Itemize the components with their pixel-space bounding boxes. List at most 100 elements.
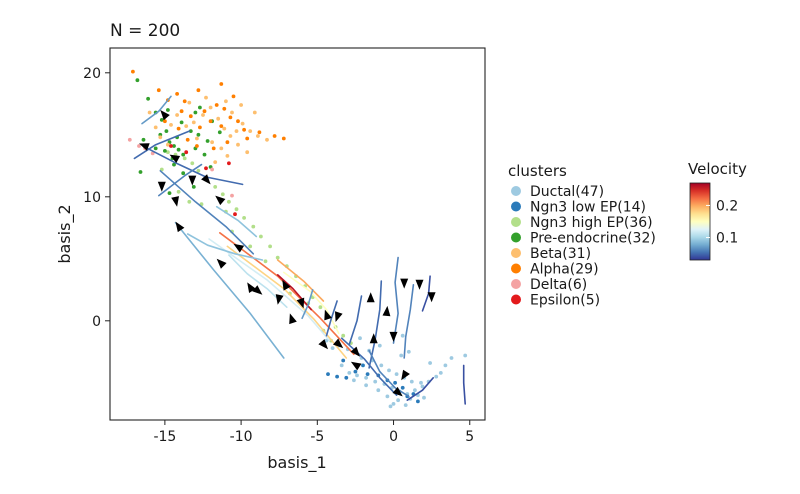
velocity-streamline	[348, 295, 363, 346]
velocity-streamline	[159, 170, 255, 255]
cell-point-pre-endocrine	[159, 118, 164, 122]
cell-point-alpha	[195, 144, 199, 148]
cell-point-ngn3-high-ep	[242, 216, 247, 220]
cell-point-alpha	[182, 99, 187, 104]
cell-point-alpha	[198, 125, 202, 130]
cell-point-alpha	[231, 94, 236, 99]
cell-point-pre-endocrine	[172, 162, 176, 167]
velocity-arrowheads	[139, 110, 436, 397]
scatter-points	[127, 69, 468, 409]
chart-title: N = 200	[110, 21, 180, 41]
cell-point-pre-endocrine	[193, 110, 198, 115]
cell-point-ductal	[364, 383, 368, 388]
legend-label: Alpha(29)	[530, 262, 599, 278]
velocity-arrowhead	[366, 292, 375, 303]
cell-point-ductal	[379, 363, 384, 368]
velocity-arrowhead	[401, 369, 410, 381]
cell-point-alpha	[185, 137, 190, 142]
cell-point-ngn3-high-ep	[275, 255, 280, 260]
cell-point-epsilon	[169, 144, 173, 148]
cell-point-delta	[230, 193, 234, 198]
cell-point-beta	[204, 95, 208, 100]
velocity-arrowhead	[169, 154, 181, 163]
velocity-arrowhead	[215, 195, 226, 206]
cell-point-beta	[225, 154, 230, 158]
velocity-arrowhead	[201, 174, 211, 185]
velocity-arrowhead	[247, 282, 256, 293]
cell-point-epsilon	[204, 166, 208, 171]
velocity-arrowhead	[289, 313, 297, 325]
velocity-arrowhead	[160, 110, 170, 121]
cell-point-ngn3-low-ep	[344, 375, 349, 380]
cell-point-alpha	[257, 130, 262, 135]
cell-point-pre-endocrine	[166, 108, 170, 112]
cell-point-ductal	[406, 349, 411, 354]
cell-point-beta	[224, 99, 228, 104]
cell-point-delta	[127, 137, 132, 142]
velocity-streamline	[174, 222, 285, 359]
cell-point-pre-endocrine	[198, 105, 202, 110]
velocity-arrowhead	[324, 309, 332, 321]
legend-label: Delta(6)	[530, 277, 587, 293]
legend-swatch	[511, 186, 521, 196]
cell-point-ductal	[396, 398, 400, 403]
velocity-arrowhead	[282, 279, 291, 291]
cell-point-ductal	[330, 346, 335, 350]
cell-point-beta	[153, 125, 158, 130]
y-tick-label: 0	[92, 314, 101, 330]
velocity-arrowhead	[392, 386, 403, 397]
cell-point-pre-endocrine	[141, 137, 146, 142]
x-tick-label: -10	[230, 429, 253, 445]
cell-point-ngn3-high-ep	[234, 207, 239, 212]
cell-point-alpha	[242, 127, 247, 132]
cell-point-alpha	[236, 119, 240, 124]
cell-point-beta	[201, 113, 205, 117]
cell-point-epsilon	[227, 161, 231, 166]
cell-point-pre-endocrine	[188, 129, 193, 134]
colorbar-title: Velocity	[688, 160, 747, 178]
velocity-arrowhead	[171, 196, 179, 207]
cell-point-pre-endocrine	[179, 120, 184, 125]
velocity-streamline	[226, 245, 348, 359]
cell-point-pre-endocrine	[138, 170, 143, 174]
cell-point-ductal	[419, 380, 423, 385]
cell-point-pre-endocrine	[217, 130, 222, 135]
cell-point-ngn3-low-ep	[416, 399, 420, 404]
velocity-arrowhead	[333, 338, 344, 349]
cell-point-ngn3-low-ep	[365, 372, 370, 376]
y-tick-label: 20	[83, 66, 101, 82]
cell-point-ductal	[376, 388, 381, 393]
cell-point-beta	[158, 135, 163, 140]
cell-point-pre-endocrine	[163, 149, 167, 153]
cell-point-ngn3-high-ep	[248, 244, 253, 249]
velocity-arrowhead	[350, 346, 360, 357]
velocity-streamline	[301, 288, 314, 320]
cell-point-ductal	[394, 372, 399, 376]
cell-point-ductal	[434, 374, 439, 379]
cell-point-alpha	[219, 82, 224, 86]
velocity-arrowhead	[369, 333, 378, 344]
cell-point-ductal	[324, 338, 329, 343]
y-axis: 0 10 20	[83, 66, 110, 330]
cell-point-beta	[230, 110, 234, 115]
cell-point-beta	[216, 116, 221, 121]
cell-point-ductal	[377, 343, 382, 348]
legend-swatch	[511, 294, 521, 305]
velocity-arrowhead	[382, 305, 391, 317]
cell-point-pre-endocrine	[164, 129, 169, 134]
velocity-streamline	[462, 364, 467, 405]
cell-point-alpha	[131, 69, 135, 74]
cell-point-epsilon	[184, 150, 189, 155]
velocity-arrowhead	[335, 311, 343, 322]
velocity-streamline	[215, 205, 258, 238]
cell-point-alpha	[222, 106, 227, 111]
velocity-arrowhead	[400, 278, 409, 289]
cell-point-ngn3-high-ep	[341, 333, 346, 338]
cell-point-alpha	[202, 109, 207, 114]
legend-label: Ngn3 high EP(36)	[530, 215, 653, 231]
cell-point-beta	[147, 110, 152, 115]
cell-point-pre-endocrine	[196, 132, 201, 137]
cell-point-beta	[252, 110, 257, 115]
velocity-arrowhead	[296, 297, 305, 309]
velocity-streamline	[325, 300, 338, 337]
